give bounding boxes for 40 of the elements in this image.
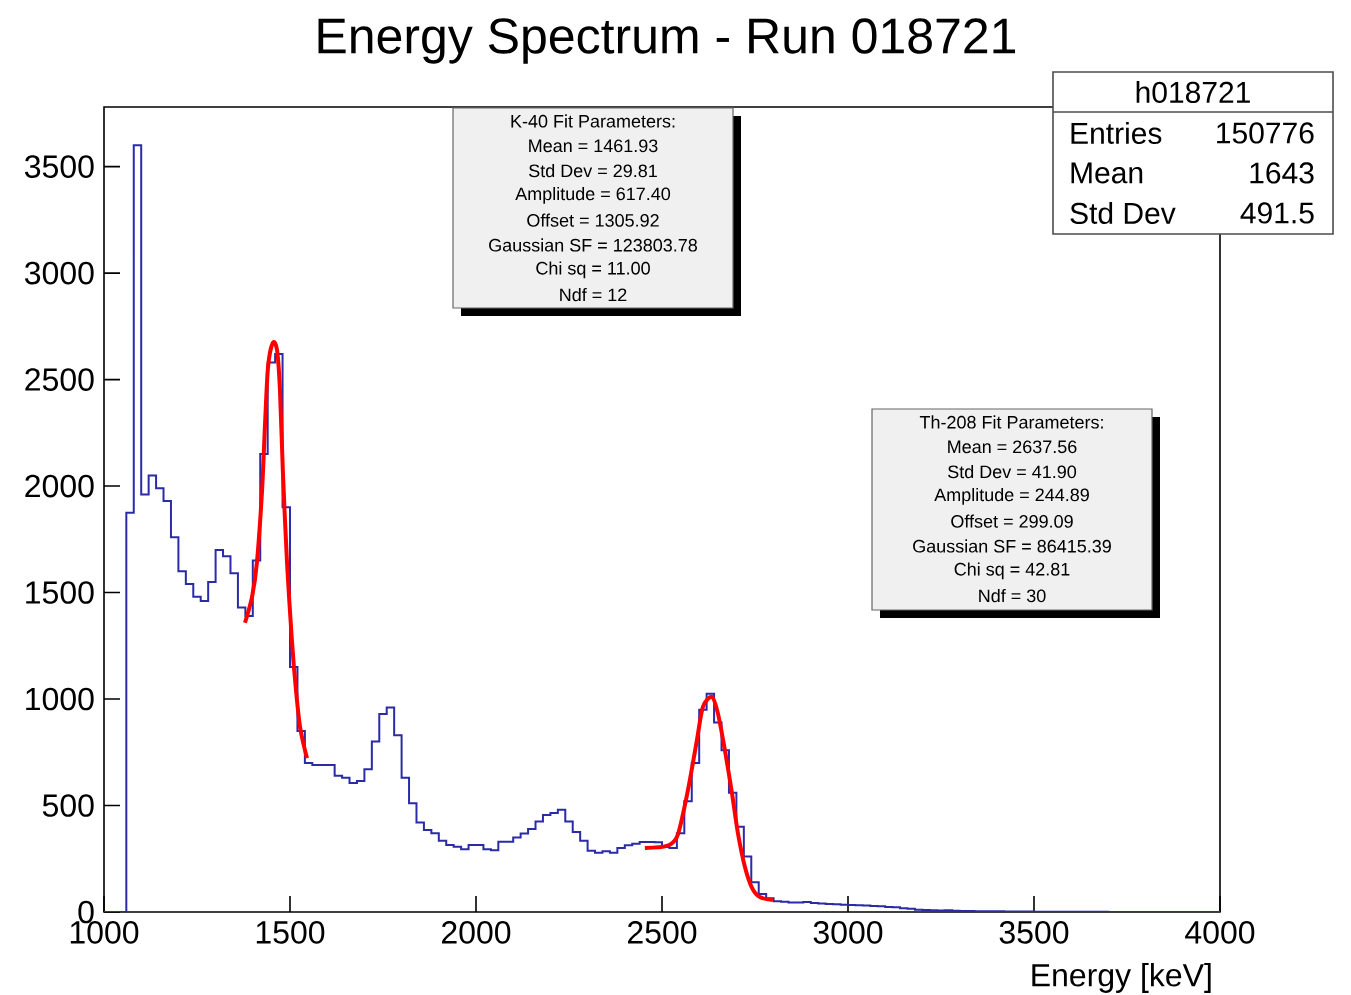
y-tick-label: 500 — [42, 794, 94, 817]
text: h018721 — [1136, 80, 1250, 103]
line-series — [642, 694, 775, 903]
annotation: Std Dev = 41.90 — [948, 464, 1077, 479]
annotation: Ndf = 12 — [560, 287, 627, 302]
annotation: Std Dev — [1070, 201, 1176, 224]
annotation: Th-208 Fit Parameters: — [919, 415, 1103, 429]
annotation: Ndf = 30 — [979, 588, 1046, 603]
annotation: Offset = 299.09 — [951, 514, 1073, 528]
annotation: Gaussian SF = 123803.78 — [489, 238, 697, 252]
annotation: Amplitude = 617.40 — [515, 186, 671, 204]
text: 491.5 — [1240, 202, 1314, 224]
y-tick-label: 2500 — [25, 368, 94, 391]
annotation: Chi sq = 11.00 — [536, 261, 650, 279]
annotation: K-40 Fit Parameters: — [511, 114, 675, 128]
y-tick-label: 1000 — [26, 687, 94, 711]
annotation: 150776 — [1217, 122, 1314, 144]
y-tick-label: 3500 — [24, 155, 94, 178]
chart-title: Energy Spectrum - Run 018721 — [318, 18, 1016, 64]
x-tick-label: 4000 — [1185, 921, 1255, 944]
x-tick-label: 3000 — [813, 921, 883, 944]
annotation: Mean = 1461.93 — [529, 139, 658, 153]
annotation: Std Dev = 29.81 — [529, 163, 657, 178]
x-tick-label: 2000 — [442, 921, 511, 944]
annotation: Entries — [1071, 121, 1162, 144]
annotation: Mean — [1071, 162, 1143, 184]
line-series — [242, 340, 310, 761]
x-tick-label: 2500 — [628, 921, 697, 944]
y-tick-label: 2000 — [25, 474, 94, 498]
annotation: Amplitude = 244.89 — [934, 487, 1089, 505]
x-axis-title: Energy [keV] — [1032, 963, 1211, 993]
annotation: Mean = 2637.56 — [948, 440, 1077, 454]
annotation: Chi sq = 42.81 — [954, 562, 1070, 580]
x-tick-label: 1500 — [256, 921, 325, 944]
annotation: Gaussian SF = 86415.39 — [913, 539, 1111, 553]
y-tick-label: 1500 — [26, 581, 94, 604]
annotation: Offset = 1305.92 — [527, 213, 659, 227]
x-tick-label: 3500 — [999, 921, 1069, 944]
y-tick-label: 3000 — [24, 261, 94, 285]
text: 1643 — [1250, 162, 1314, 184]
